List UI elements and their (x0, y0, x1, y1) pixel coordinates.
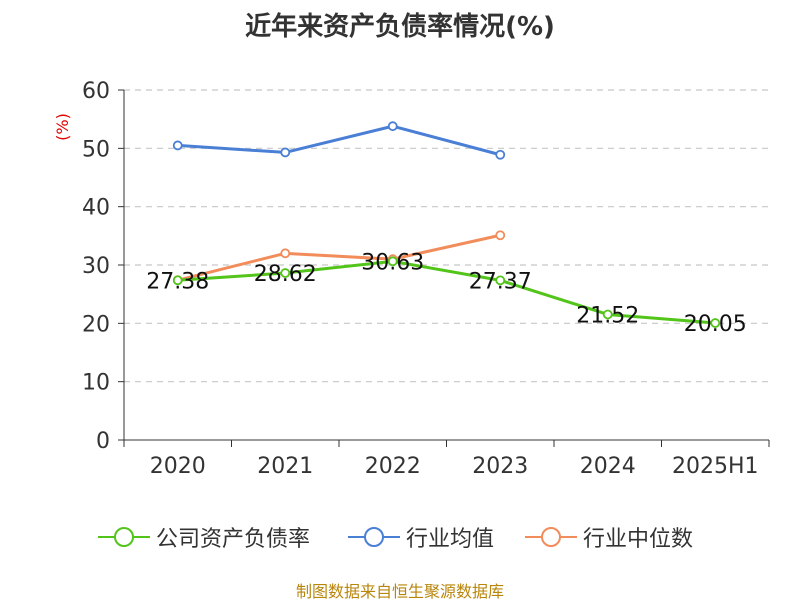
data-point (280, 248, 291, 259)
legend-label: 公司资产负债率 (156, 527, 311, 552)
data-point (172, 140, 183, 151)
data-point (280, 268, 291, 278)
legend: 公司资产负债率 行业均值 行业中位数 (0, 520, 800, 554)
data-labels: 27.38 28.62 30.63 27.37 21.52 20.05 (146, 250, 746, 337)
axes: 0 10 20 30 40 50 60 (%) 2020 2021 2022 2023 2024 2025… (53, 79, 770, 479)
legend-label: 行业均值 (406, 527, 495, 552)
legend-item-company[interactable]: 公司资产负债率 (98, 520, 310, 554)
data-label: 27.37 (469, 269, 532, 294)
legend-marker-icon (348, 527, 400, 547)
y-tick-label: 20 (82, 312, 110, 337)
data-label: 28.62 (254, 262, 317, 287)
y-tick-label: 10 (82, 371, 110, 396)
y-tick-label: 50 (82, 137, 110, 162)
data-point (710, 318, 721, 328)
data-point (280, 147, 291, 158)
series-line (177, 233, 501, 282)
y-tick-label: 30 (82, 254, 110, 279)
legend-marker-icon (98, 527, 150, 547)
data-label: 21.52 (576, 303, 639, 328)
y-tick-label: 40 (82, 196, 110, 221)
data-point (602, 309, 613, 320)
x-tick-label: 2023 (472, 454, 528, 479)
legend-label: 行业中位数 (583, 527, 694, 552)
x-tick-label: 2022 (365, 454, 421, 479)
line-chart: 0 10 20 30 40 50 60 (%) 2020 2021 2022 2023 2024 2025… (53, 79, 770, 479)
y-tick-label: 60 (82, 79, 110, 104)
series-line (177, 259, 716, 325)
legend-marker-icon (525, 527, 577, 547)
data-point (387, 256, 398, 267)
legend-item-industry-median[interactable]: 行业中位数 (525, 520, 693, 554)
data-label: 20.05 (684, 312, 747, 337)
x-tick-label: 2025H1 (672, 454, 759, 479)
data-point (495, 275, 506, 286)
source-note: 制图数据来自恒生聚源数据库 (295, 582, 504, 601)
data-point (495, 230, 506, 241)
chart-title: 近年来资产负债率情况(%) (245, 12, 555, 42)
data-point (387, 121, 398, 132)
grid-lines (124, 89, 769, 383)
data-label: 30.63 (361, 250, 424, 275)
x-tick-label: 2020 (150, 454, 206, 479)
data-point (495, 149, 506, 160)
series-line (177, 124, 501, 157)
data-point (172, 275, 183, 286)
x-tick-label: 2021 (257, 454, 313, 479)
y-tick-label: 0 (96, 429, 110, 454)
x-tick-label: 2024 (580, 454, 636, 479)
data-label: 27.38 (146, 269, 209, 294)
y-axis-label: (%) (53, 113, 72, 141)
legend-item-industry-mean[interactable]: 行业均值 (348, 520, 494, 554)
series-lines (172, 121, 721, 328)
